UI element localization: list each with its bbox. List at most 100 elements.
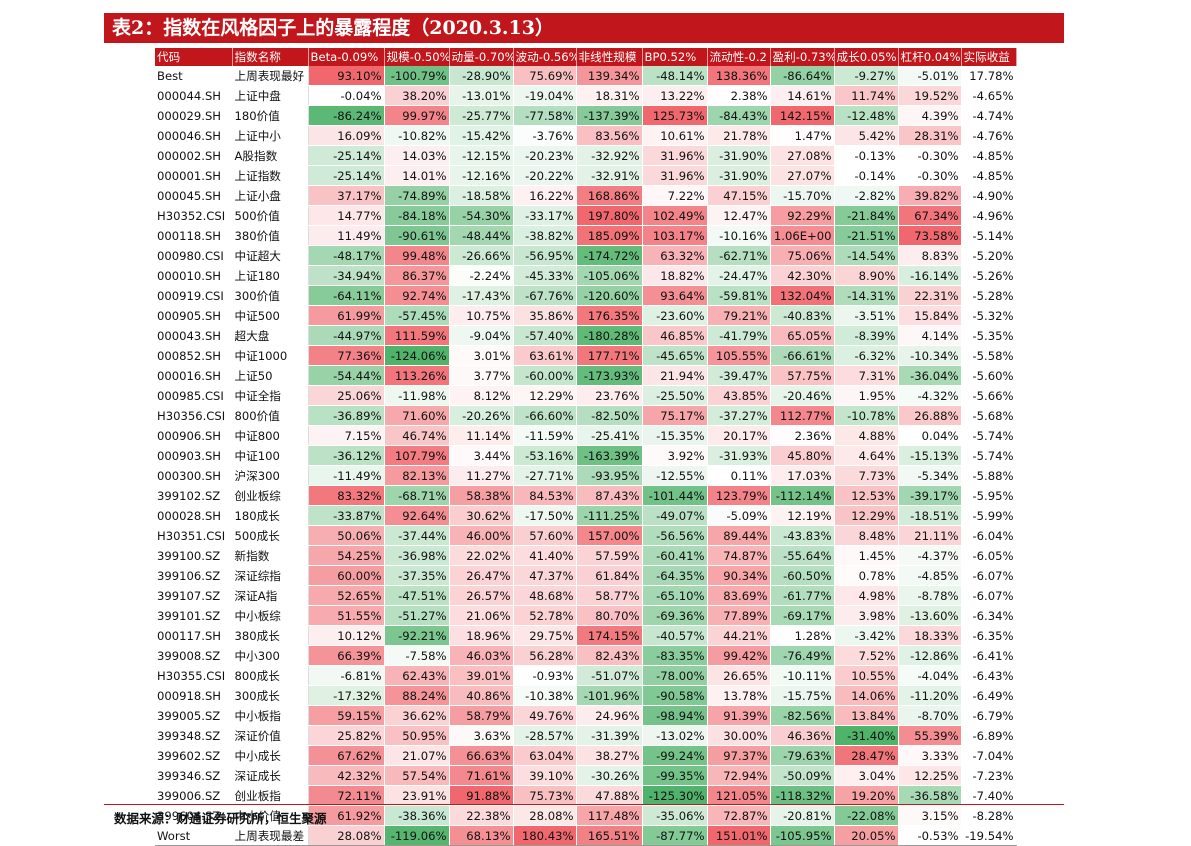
exposure-value-cell: -8.70% [898, 705, 962, 726]
exposure-value-cell: 83.56% [576, 125, 643, 146]
exposure-value-cell: -5.34% [898, 465, 962, 486]
column-header: 非线性规模 [576, 48, 643, 66]
index-code-cell: 399107.SZ [155, 585, 233, 606]
exposure-value-cell: -6.32% [834, 345, 899, 366]
exposure-value-cell: 138.36% [707, 66, 771, 86]
exposure-value-cell: 25.82% [308, 725, 385, 746]
index-name-cell: 中证100 [232, 445, 309, 466]
exposure-value-cell: -13.60% [898, 605, 962, 626]
exposure-value-cell: 49.76% [513, 705, 577, 726]
exposure-value-cell: 30.62% [449, 505, 514, 526]
exposure-value-cell: 72.87% [707, 805, 771, 826]
exposure-value-cell: 63.32% [642, 245, 708, 266]
exposure-value-cell: 59.15% [308, 705, 385, 726]
exposure-value-cell: -5.99% [961, 505, 1017, 526]
exposure-value-cell: 165.51% [576, 825, 643, 846]
exposure-value-cell: 12.25% [898, 765, 962, 786]
exposure-value-cell: 0.78% [834, 565, 899, 586]
exposure-value-cell: 14.03% [384, 145, 450, 166]
index-code-cell: 000919.CSI [155, 285, 233, 306]
exposure-value-cell: 46.74% [384, 425, 450, 446]
exposure-value-cell: -11.20% [898, 685, 962, 706]
exposure-value-cell: 25.06% [308, 385, 385, 406]
exposure-value-cell: 41.40% [513, 545, 577, 566]
table-row: 399604.SZ 中小价值 61.92% -38.36% 22.38% 28.08% 11… [155, 805, 1017, 826]
exposure-value-cell: -5.09% [707, 505, 771, 526]
exposure-value-cell: -5.35% [961, 325, 1017, 346]
table-row: 399602.SZ 中小成长 67.62% 21.07% 66.63% 63.04% 38.… [155, 745, 1017, 766]
exposure-value-cell: -92.21% [384, 625, 450, 646]
exposure-value-cell: -83.35% [642, 645, 708, 666]
exposure-value-cell: 84.53% [513, 485, 577, 506]
exposure-value-cell: -3.76% [513, 125, 577, 146]
exposure-value-cell: -86.24% [308, 105, 385, 126]
exposure-value-cell: -65.10% [642, 585, 708, 606]
index-name-cell: 上证中盘 [232, 85, 309, 106]
table-row: 000852.SH 中证1000 77.36% -124.06% 3.01% 63.61%… [155, 345, 1017, 366]
exposure-value-cell: -0.53% [898, 825, 962, 846]
exposure-value-cell: 36.62% [384, 705, 450, 726]
exposure-value-cell: -33.87% [308, 505, 385, 526]
exposure-value-cell: -57.40% [513, 325, 577, 346]
table-row: 000010.SH 上证180 -34.94% 86.37% -2.24% -45.33%… [155, 265, 1017, 286]
index-code-cell: 000985.CSI [155, 385, 233, 406]
header-row: 代码 指数名称 Beta-0.09% 规模-0.50% 动量-0.70% 波动-0.56%… [155, 48, 1017, 66]
index-code-cell: 399101.SZ [155, 605, 233, 626]
exposure-value-cell: 29.75% [513, 625, 577, 646]
exposure-value-cell: -25.41% [576, 425, 643, 446]
bottom-rule [104, 804, 1064, 805]
exposure-value-cell: 121.05% [707, 785, 771, 806]
exposure-value-cell: 99.42% [707, 645, 771, 666]
exposure-value-cell: -4.85% [961, 165, 1017, 186]
exposure-value-cell: 117.48% [576, 805, 643, 826]
exposure-value-cell: -100.79% [384, 66, 450, 86]
exposure-value-cell: 27.07% [770, 165, 835, 186]
exposure-value-cell: -34.94% [308, 265, 385, 286]
exposure-value-cell: -6.89% [961, 725, 1017, 746]
exposure-value-cell: -125.30% [642, 785, 708, 806]
exposure-value-cell: 2.38% [707, 85, 771, 106]
exposure-value-cell: -69.17% [770, 605, 835, 626]
index-code-cell: H30351.CSI [155, 525, 233, 546]
table-row: H30352.CSI 500价值 14.77% -84.18% -54.30% -33.1… [155, 205, 1017, 226]
exposure-value-cell: -10.78% [834, 405, 899, 426]
index-code-cell: 000906.SH [155, 425, 233, 446]
table-row: 000300.SH 沪深300 -11.49% 82.13% 11.27% -27.71%… [155, 465, 1017, 486]
index-name-cell: 380价值 [232, 225, 309, 246]
exposure-value-cell: -32.91% [576, 165, 643, 186]
exposure-value-cell: -21.51% [834, 225, 899, 246]
index-code-cell: 399102.SZ [155, 485, 233, 506]
exposure-value-cell: -0.14% [834, 165, 899, 186]
index-name-cell: A股指数 [232, 145, 309, 166]
exposure-value-cell: 27.08% [770, 145, 835, 166]
exposure-value-cell: -25.14% [308, 145, 385, 166]
exposure-value-cell: 13.22% [642, 85, 708, 106]
exposure-value-cell: -4.37% [898, 545, 962, 566]
exposure-value-cell: 8.48% [834, 525, 899, 546]
exposure-value-cell: 52.78% [513, 605, 577, 626]
exposure-value-cell: -15.70% [770, 185, 835, 206]
exposure-value-cell: 83.32% [308, 485, 385, 506]
exposure-value-cell: 4.88% [834, 425, 899, 446]
exposure-value-cell: 46.36% [770, 725, 835, 746]
exposure-value-cell: -25.50% [642, 385, 708, 406]
exposure-value-cell: 72.11% [308, 785, 385, 806]
table-row: 000046.SH 上证中小 16.09% -10.82% -15.42% -3.76% 8… [155, 125, 1017, 146]
index-name-cell: 300价值 [232, 285, 309, 306]
index-code-cell: 399346.SZ [155, 765, 233, 786]
exposure-value-cell: -12.55% [642, 465, 708, 486]
table-row: H30355.CSI 800成长 -6.81% 62.43% 39.01% -0.93% -… [155, 665, 1017, 686]
exposure-value-cell: -137.39% [576, 105, 643, 126]
index-name-cell: 中证800 [232, 425, 309, 446]
exposure-value-cell: -6.81% [308, 665, 385, 686]
exposure-value-cell: -11.98% [384, 385, 450, 406]
exposure-value-cell: -45.33% [513, 265, 577, 286]
exposure-value-cell: 26.65% [707, 665, 771, 686]
exposure-value-cell: -40.83% [770, 305, 835, 326]
exposure-value-cell: -105.95% [770, 825, 835, 846]
exposure-value-cell: 60.00% [308, 565, 385, 586]
index-name-cell: 中小板综 [232, 605, 309, 626]
exposure-value-cell: 16.22% [513, 185, 577, 206]
exposure-value-cell: 43.85% [707, 385, 771, 406]
exposure-value-cell: 21.78% [707, 125, 771, 146]
